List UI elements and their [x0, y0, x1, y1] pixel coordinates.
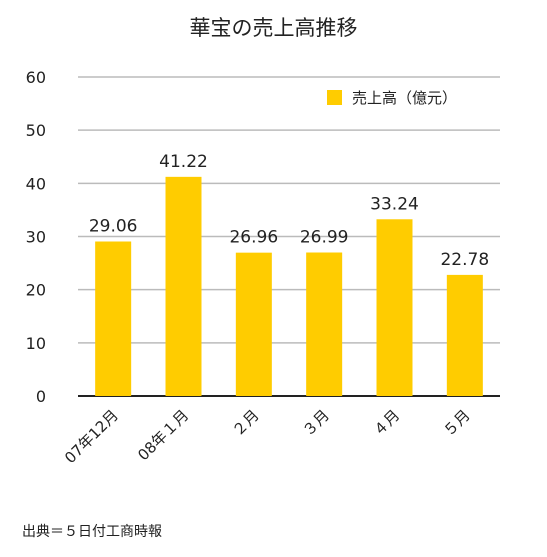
x-tick-label: ４月 — [369, 406, 403, 440]
bar — [446, 274, 483, 396]
chart-title: 華宝の売上高推移 — [189, 16, 358, 40]
bar-value-label: 26.99 — [300, 228, 349, 248]
bar-value-label: 29.06 — [89, 216, 138, 236]
y-tick-label: 60 — [26, 68, 46, 87]
legend-swatch — [327, 90, 342, 105]
y-tick-label: 0 — [36, 387, 46, 406]
x-tick-label: ２月 — [229, 406, 263, 440]
bars — [95, 176, 483, 396]
bar — [306, 252, 343, 396]
bar — [95, 241, 132, 396]
bar — [376, 219, 413, 396]
y-axis-ticks: 0 10 20 30 40 50 60 — [26, 68, 46, 406]
bar — [235, 252, 272, 396]
bar — [165, 176, 202, 396]
legend-label: 売上高（億元） — [352, 89, 458, 107]
y-tick-label: 50 — [26, 121, 46, 140]
x-axis-ticks: 07年12月 08年１月 ２月 ３月 ４月 ５月 — [61, 406, 474, 467]
bar-value-label: 26.96 — [229, 228, 278, 248]
y-tick-label: 40 — [26, 174, 46, 193]
gridlines — [78, 76, 500, 397]
legend: 売上高（億元） — [327, 87, 457, 108]
bar-value-label: 22.78 — [440, 250, 489, 270]
data-labels: 29.06 41.22 26.96 26.99 33.24 22.78 — [89, 152, 489, 270]
y-tick-label: 20 — [26, 281, 46, 300]
x-tick-label: ５月 — [440, 406, 474, 440]
bar-value-label: 33.24 — [370, 194, 419, 214]
bar-value-label: 41.22 — [159, 152, 208, 172]
y-tick-label: 10 — [26, 334, 46, 353]
x-tick-label: 08年１月 — [134, 406, 192, 464]
x-tick-label: ３月 — [299, 406, 333, 440]
x-tick-label: 07年12月 — [61, 406, 122, 467]
y-tick-label: 30 — [26, 228, 46, 247]
source-note: 出典＝５日付工商時報 — [22, 524, 162, 540]
